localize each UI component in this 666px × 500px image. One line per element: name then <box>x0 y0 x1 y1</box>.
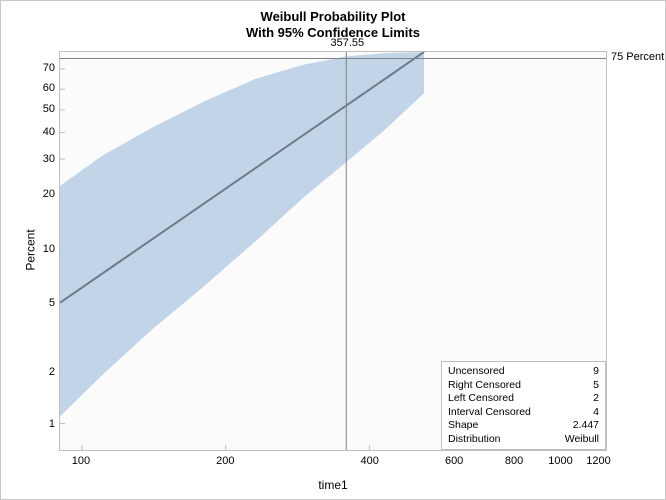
legend-value: 4 <box>593 406 599 419</box>
x-tick-label: 100 <box>72 455 90 467</box>
y-tick-label: 1 <box>49 418 55 430</box>
y-tick-label: 20 <box>43 188 55 200</box>
legend-label: Shape <box>448 419 478 432</box>
stats-legend: Uncensored 9 Right Censored 5 Left Censored 2… <box>441 361 606 450</box>
legend-label: Distribution <box>448 433 501 446</box>
legend-label: Interval Censored <box>448 406 531 419</box>
legend-value: 9 <box>593 365 599 378</box>
reference-x-annotation: 357.55 <box>330 37 364 49</box>
legend-row: Left Censored 2 <box>448 392 599 405</box>
y-ticks: 1 2 5 10 20 30 40 50 60 70 <box>1 51 55 451</box>
y-tick-label: 5 <box>49 297 55 309</box>
legend-value: 5 <box>593 379 599 392</box>
y-tick-label: 60 <box>43 82 55 94</box>
title-line-1: Weibull Probability Plot <box>1 9 665 25</box>
x-tick-label: 400 <box>360 455 378 467</box>
plot-area: 357.55 Uncensored9Right Censored5Left Ce… <box>59 51 607 451</box>
x-tick-label: 800 <box>505 455 523 467</box>
x-tick-label: 1000 <box>548 455 572 467</box>
x-tick-label: 200 <box>216 455 234 467</box>
x-tick-label: 600 <box>445 455 463 467</box>
x-axis-label: time1 <box>1 478 665 492</box>
y-tick-label: 50 <box>43 103 55 115</box>
y-tick-label: 70 <box>43 62 55 74</box>
y-tick-label: 2 <box>49 366 55 378</box>
x-ticks: 100 200 400 600 800 1000 1200 <box>59 455 607 473</box>
legend-row: Shape 2.447 <box>448 419 599 432</box>
legend-row: Distribution Weibull <box>448 433 599 446</box>
legend-row: Uncensored 9 <box>448 365 599 378</box>
reference-pct-annotation: 75 Percent <box>611 51 664 63</box>
legend-value: Weibull <box>565 433 599 446</box>
legend-row: Interval Censored 4 <box>448 406 599 419</box>
y-tick-label: 40 <box>43 126 55 138</box>
y-tick-label: 10 <box>43 243 55 255</box>
legend-label: Left Censored <box>448 392 514 405</box>
y-tick-label: 30 <box>43 153 55 165</box>
legend-label: Uncensored <box>448 365 505 378</box>
legend-row: Right Censored 5 <box>448 379 599 392</box>
x-tick-label: 1200 <box>586 455 610 467</box>
legend-value: 2.447 <box>573 419 599 432</box>
legend-label: Right Censored <box>448 379 521 392</box>
chart-frame: Weibull Probability Plot With 95% Confid… <box>0 0 666 500</box>
legend-value: 2 <box>593 392 599 405</box>
